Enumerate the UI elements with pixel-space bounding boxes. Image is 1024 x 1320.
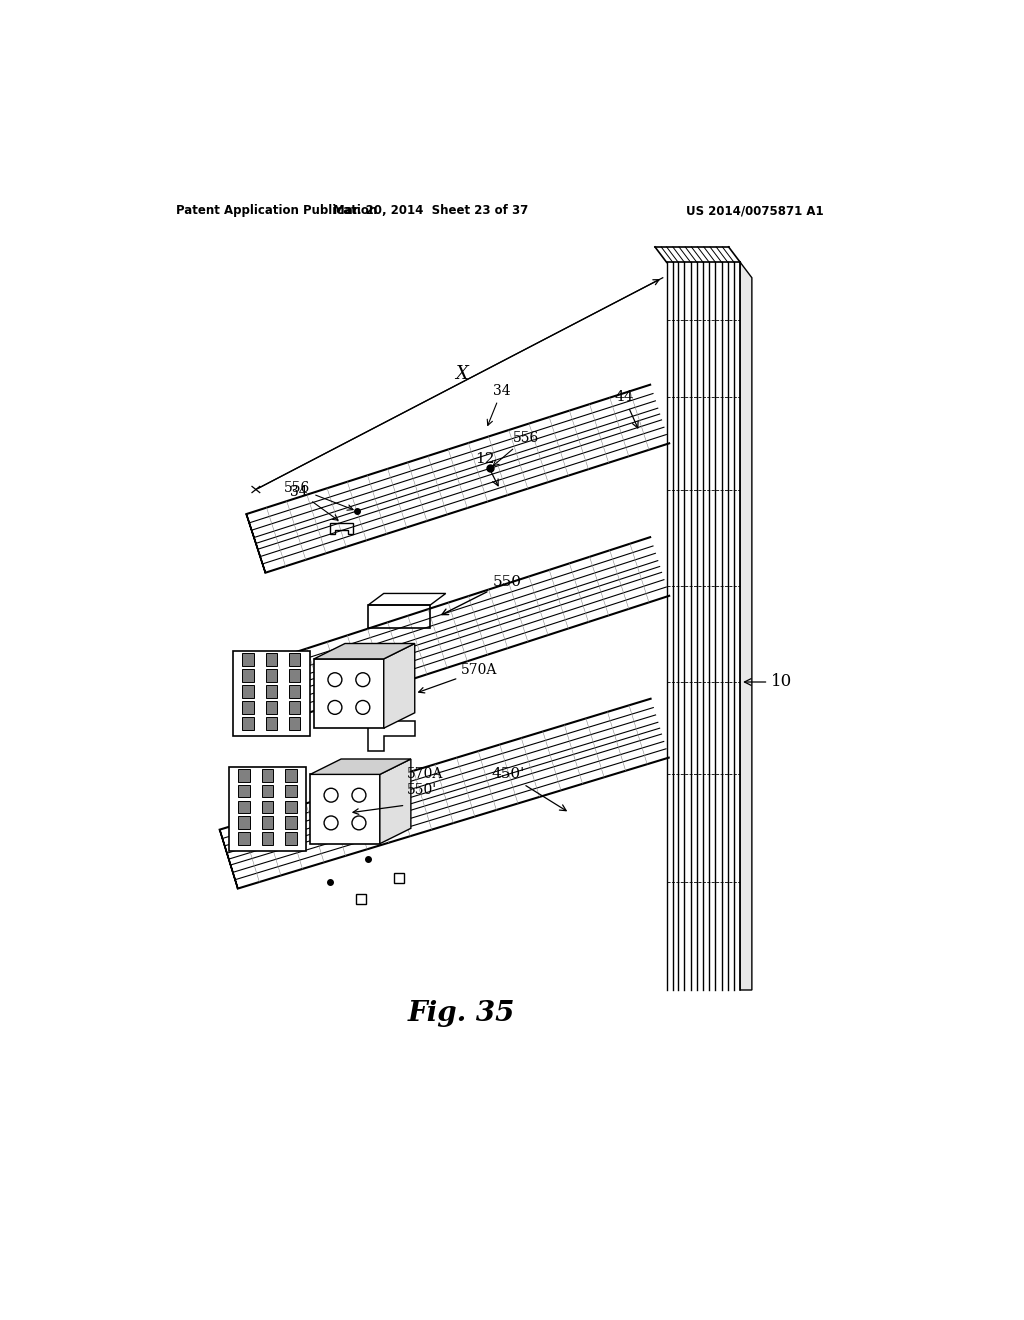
Text: US 2014/0075871 A1: US 2014/0075871 A1 [686, 205, 823, 218]
Polygon shape [243, 653, 254, 667]
Text: 34: 34 [487, 384, 511, 425]
Text: 450': 450' [492, 767, 566, 810]
Text: 570A: 570A [407, 767, 443, 781]
Polygon shape [239, 817, 250, 829]
Text: Fig. 35: Fig. 35 [408, 999, 515, 1027]
Polygon shape [262, 784, 273, 797]
Polygon shape [289, 685, 300, 698]
Polygon shape [243, 669, 254, 682]
Text: 550': 550' [407, 783, 437, 797]
Polygon shape [243, 685, 254, 698]
Polygon shape [265, 685, 278, 698]
Text: Mar. 20, 2014  Sheet 23 of 37: Mar. 20, 2014 Sheet 23 of 37 [333, 205, 528, 218]
Polygon shape [243, 701, 254, 714]
Polygon shape [243, 717, 254, 730]
Polygon shape [232, 651, 310, 737]
Polygon shape [265, 717, 278, 730]
Polygon shape [265, 701, 278, 714]
Polygon shape [285, 768, 297, 781]
Polygon shape [310, 759, 411, 775]
Polygon shape [314, 644, 415, 659]
Polygon shape [314, 659, 384, 729]
Text: Patent Application Publication: Patent Application Publication [176, 205, 377, 218]
Polygon shape [740, 263, 752, 990]
Text: X: X [455, 366, 468, 383]
Polygon shape [289, 669, 300, 682]
Text: 556: 556 [284, 480, 353, 511]
Polygon shape [247, 513, 265, 573]
Polygon shape [262, 768, 273, 781]
Text: 10: 10 [744, 673, 793, 690]
Text: 34: 34 [290, 484, 338, 520]
Polygon shape [262, 800, 273, 813]
Polygon shape [384, 644, 415, 729]
Text: 12: 12 [475, 451, 498, 486]
Polygon shape [239, 833, 250, 845]
Polygon shape [285, 784, 297, 797]
Polygon shape [289, 653, 300, 667]
Polygon shape [285, 800, 297, 813]
Polygon shape [285, 817, 297, 829]
Polygon shape [228, 767, 306, 851]
Polygon shape [285, 833, 297, 845]
Text: 44: 44 [614, 391, 638, 428]
Polygon shape [262, 833, 273, 845]
Polygon shape [310, 775, 380, 843]
Polygon shape [262, 817, 273, 829]
Polygon shape [265, 669, 278, 682]
Text: 570A: 570A [419, 664, 498, 693]
Polygon shape [247, 668, 265, 727]
Polygon shape [220, 830, 238, 888]
Polygon shape [239, 800, 250, 813]
Polygon shape [289, 717, 300, 730]
Text: 550: 550 [442, 576, 521, 615]
Polygon shape [289, 701, 300, 714]
Text: 556: 556 [494, 430, 540, 466]
Polygon shape [239, 784, 250, 797]
Polygon shape [380, 759, 411, 843]
Polygon shape [239, 768, 250, 781]
Polygon shape [265, 653, 278, 667]
